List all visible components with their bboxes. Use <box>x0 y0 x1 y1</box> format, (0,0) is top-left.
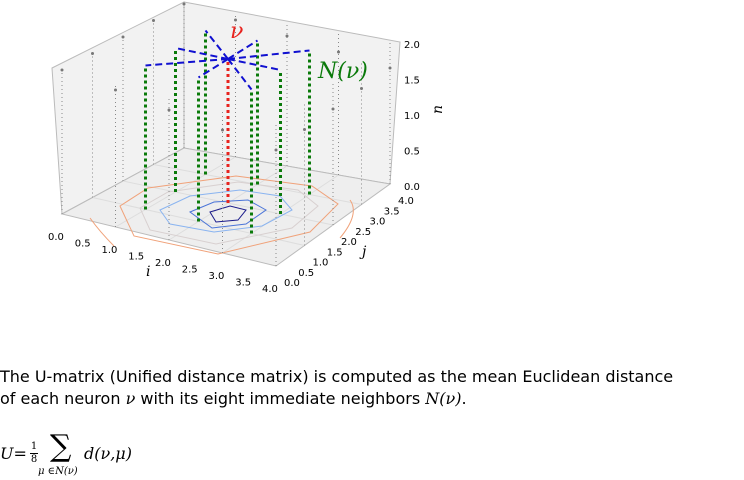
grid-point <box>303 128 306 131</box>
n-tick-label: 0.0 <box>404 182 420 193</box>
nu-label: ν <box>230 19 243 44</box>
n-tick-label: 1.5 <box>404 76 420 87</box>
grid-point <box>167 108 171 112</box>
i-tick-label: 3.0 <box>209 271 225 282</box>
connection-line <box>227 58 281 71</box>
grid-point <box>234 18 237 22</box>
j-tick-label: 1.0 <box>313 258 329 269</box>
neighbor-connections <box>145 29 310 91</box>
i-tick-label: 4.0 <box>262 284 278 295</box>
contour-ring-2 <box>188 199 267 229</box>
formula-frac-den: 8 <box>30 454 38 465</box>
i-tick-label: 0.0 <box>48 232 64 243</box>
i-tick-label: 2.5 <box>182 265 198 276</box>
formula-sum-subscript: μ ∈N(ν) <box>38 466 78 477</box>
i-tick-label: 0.5 <box>75 239 91 250</box>
neighbors-label: N(ν) <box>317 59 368 84</box>
connection-line <box>197 58 229 79</box>
u-matrix-formula: U= 1 8 ∑ μ ∈N(ν) d(ν,μ) <box>0 432 260 480</box>
description: The U-matrix (Unified distance matrix) i… <box>0 366 744 410</box>
description-line-1: The U-matrix (Unified distance matrix) i… <box>0 367 674 386</box>
j-tick-label: 4.0 <box>398 196 414 207</box>
grid-point <box>182 2 186 6</box>
neuron-columns <box>60 2 392 266</box>
description-line-2-suffix: . <box>461 389 467 408</box>
formula-lhs: U= <box>0 444 27 463</box>
n-tick-label: 0.5 <box>404 147 420 158</box>
grid-point <box>152 19 155 22</box>
j-tick-label: 0.5 <box>298 268 314 279</box>
contour-ring-outer <box>119 175 339 255</box>
connection-line <box>175 47 229 60</box>
j-axis-ticks: 0.00.51.01.52.02.53.03.54.0 <box>284 196 414 289</box>
contour-arc-right <box>339 199 354 239</box>
contour-arc-left <box>89 217 115 247</box>
n-axis-ticks: 0.0 0.5 1.0 1.5 2.0 <box>404 40 420 193</box>
formula-fraction: 1 8 <box>30 442 38 465</box>
grid-point <box>114 88 117 92</box>
grid-point <box>121 35 125 39</box>
grid-point <box>60 68 64 72</box>
connection-line <box>227 49 310 60</box>
i-tick-label: 1.5 <box>128 252 144 263</box>
grid-point <box>331 107 335 111</box>
description-line-2-prefix: of each neuron <box>0 389 121 408</box>
connection-line <box>204 29 229 60</box>
nu-symbol: ν <box>125 389 136 408</box>
grid-point <box>91 52 94 55</box>
j-tick-label: 2.5 <box>355 227 371 238</box>
contour-rings <box>89 175 354 255</box>
i-tick-label: 2.0 <box>155 258 171 269</box>
n-tick-label: 1.0 <box>404 111 420 122</box>
grid-point <box>388 66 392 70</box>
neighbors-symbol: N(ν) <box>425 389 462 408</box>
connection-line <box>227 39 259 60</box>
grid-point <box>221 128 224 132</box>
contour-ring-1 <box>209 205 247 223</box>
j-tick-label: 0.0 <box>284 278 300 289</box>
connection-line <box>145 58 229 67</box>
i-tick-label: 1.0 <box>102 245 118 256</box>
j-tick-label: 3.5 <box>384 206 400 217</box>
contour-ring-3 <box>159 189 293 233</box>
grid-point <box>360 87 363 90</box>
connection-line <box>227 58 253 91</box>
i-axis-ticks: 0.0 0.5 1.0 1.5 2.0 2.5 3.0 3.5 4.0 <box>48 232 278 295</box>
j-tick-label: 2.0 <box>341 237 357 248</box>
j-axis-label: j <box>359 244 367 260</box>
u-matrix-3d-plot: 0.00.51.01.52.02.53.03.54.0 0.00.51.01.5… <box>48 1 446 295</box>
formula-frac-num: 1 <box>30 441 38 452</box>
grid-point <box>274 148 278 152</box>
n-tick-label: 2.0 <box>404 40 420 51</box>
grid-point <box>337 50 340 54</box>
description-line-2-mid: with its eight immediate neighbors <box>140 389 421 408</box>
j-tick-label: 3.0 <box>370 217 386 228</box>
formula-sum-symbol: ∑ <box>50 429 72 464</box>
formula-body: d(ν,μ) <box>84 444 132 463</box>
contour-ring-4 <box>139 181 319 245</box>
i-tick-label: 3.5 <box>235 278 251 289</box>
i-axis-label: i <box>146 264 150 280</box>
j-tick-label: 1.5 <box>327 247 343 258</box>
grid-point <box>285 34 289 38</box>
n-axis-label: n <box>430 105 446 114</box>
